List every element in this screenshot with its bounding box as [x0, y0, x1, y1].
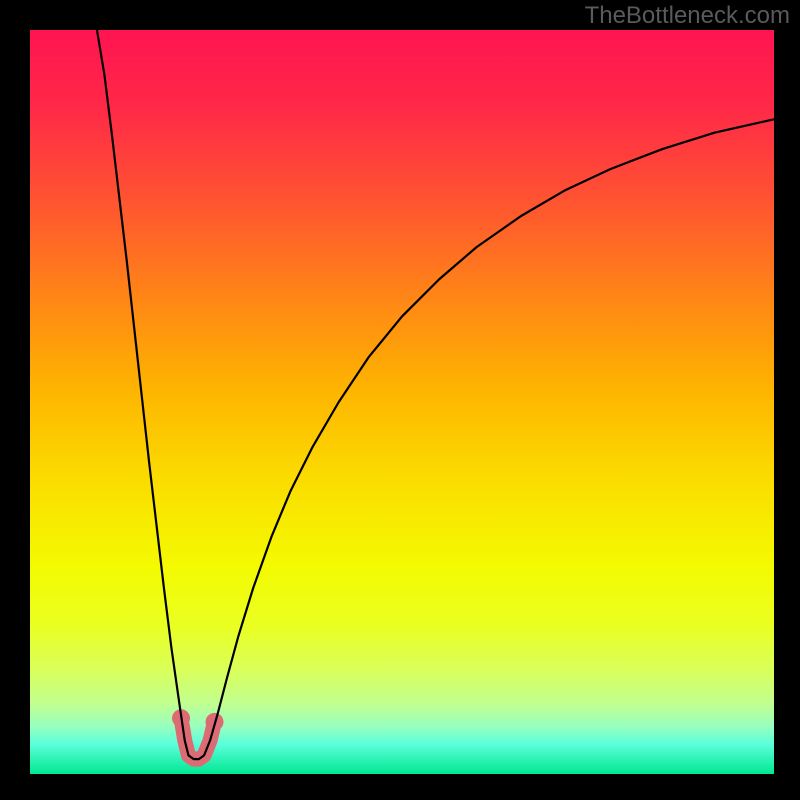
chart-plot-area	[30, 30, 774, 774]
chart-svg	[30, 30, 774, 774]
watermark-text: TheBottleneck.com	[585, 2, 790, 30]
canvas-frame: TheBottleneck.com	[0, 0, 800, 800]
